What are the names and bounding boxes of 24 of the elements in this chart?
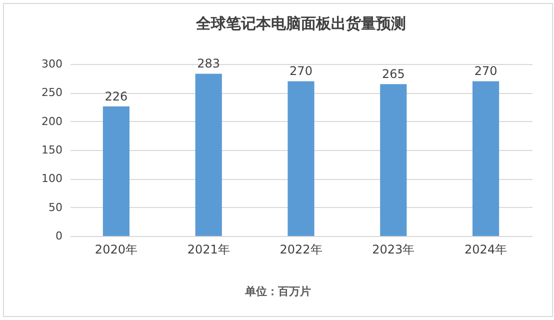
text: 单位：百万片 bbox=[244, 284, 312, 299]
y-tick-label: 150 bbox=[42, 144, 62, 156]
y-tick-label: 50 bbox=[48, 200, 62, 214]
bar bbox=[472, 81, 500, 236]
bar bbox=[195, 74, 222, 236]
x-tick-label: 2024年 bbox=[464, 242, 508, 256]
x-tick-label: 2023年 bbox=[372, 242, 415, 256]
x-tick-label: 2020年 bbox=[94, 242, 138, 256]
bar bbox=[102, 106, 130, 236]
y-tick-label: 250 bbox=[42, 86, 62, 100]
data-label: 265 bbox=[382, 67, 405, 82]
bar bbox=[380, 84, 407, 236]
y-tick-label: 300 bbox=[42, 58, 62, 70]
y-tick-label: 200 bbox=[42, 114, 62, 128]
y-tick-label: 0 bbox=[56, 230, 62, 242]
chart-title: 全球笔记本电脑面板出货量预测 bbox=[195, 14, 406, 33]
bar bbox=[288, 81, 314, 236]
data-label: 226 bbox=[104, 89, 128, 104]
data-label: 270 bbox=[474, 64, 498, 78]
data-label: 283 bbox=[197, 56, 220, 71]
y-tick-label: 100 bbox=[42, 172, 62, 186]
x-tick-label: 2022年 bbox=[280, 242, 322, 256]
x-tick-label: 2021年 bbox=[187, 242, 230, 256]
data-label: 270 bbox=[290, 64, 312, 78]
